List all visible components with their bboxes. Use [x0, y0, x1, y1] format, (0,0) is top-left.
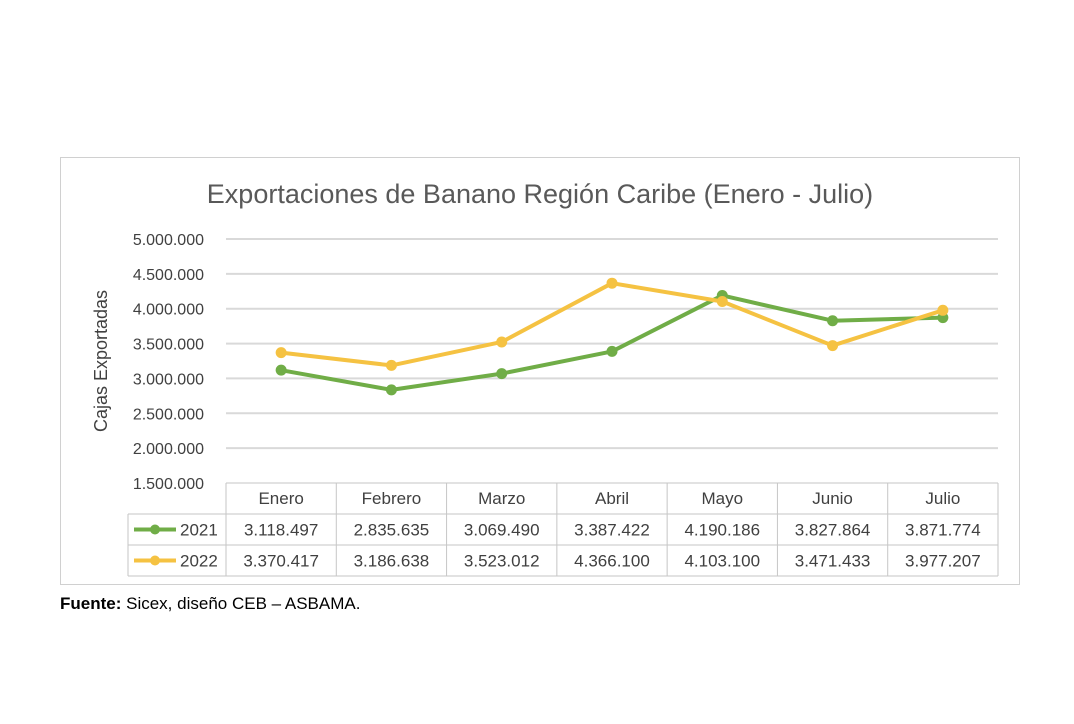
- data-table-value: 4.190.186: [684, 521, 760, 540]
- y-tick-label: 4.500.000: [133, 267, 204, 284]
- data-point-2021: [275, 364, 287, 376]
- data-point-2022: [937, 304, 949, 316]
- data-point-2021: [827, 315, 839, 327]
- data-point-2021: [606, 345, 618, 357]
- x-category-label: Marzo: [478, 489, 525, 508]
- legend-series-name: 2021: [180, 521, 218, 540]
- source-text: Sicex, diseño CEB – ASBAMA.: [121, 594, 361, 613]
- legend-series-name: 2022: [180, 552, 218, 571]
- data-table-value: 4.366.100: [574, 552, 650, 571]
- data-table-value: 3.387.422: [574, 521, 650, 540]
- x-category-label: Enero: [258, 489, 303, 508]
- x-category-label: Mayo: [701, 489, 743, 508]
- data-point-2021: [385, 384, 397, 396]
- y-tick-label: 3.000.000: [133, 371, 204, 388]
- x-category-label: Febrero: [362, 489, 422, 508]
- data-table-value: 3.069.490: [464, 521, 540, 540]
- y-tick-label: 1.500.000: [133, 476, 204, 493]
- data-table-value: 3.827.864: [795, 521, 871, 540]
- data-table-value: 3.471.433: [795, 552, 871, 571]
- data-table-value: 3.977.207: [905, 552, 981, 571]
- y-axis-label: Cajas Exportadas: [91, 290, 111, 432]
- data-point-2022: [606, 277, 618, 289]
- data-point-2021: [496, 368, 508, 380]
- y-tick-label: 2.000.000: [133, 441, 204, 458]
- data-point-2022: [827, 340, 839, 352]
- y-tick-label: 4.000.000: [133, 302, 204, 319]
- source-label: Fuente:: [60, 594, 122, 613]
- data-point-2022: [716, 296, 728, 308]
- data-table-value: 4.103.100: [684, 552, 760, 571]
- data-point-2022: [275, 347, 287, 359]
- data-point-2022: [385, 359, 397, 371]
- chart-frame: Exportaciones de Banano Región Caribe (E…: [60, 157, 1020, 585]
- data-table-value: 3.118.497: [244, 521, 318, 540]
- legend-key-marker: [150, 555, 160, 566]
- source-note: Fuente: Sicex, diseño CEB – ASBAMA.: [60, 594, 360, 614]
- x-category-label: Abril: [595, 489, 629, 508]
- y-tick-label: 3.500.000: [133, 337, 204, 354]
- y-tick-label: 5.000.000: [133, 232, 204, 249]
- data-point-2022: [496, 336, 508, 348]
- data-table-value: 2.835.635: [354, 521, 430, 540]
- x-category-label: Julio: [925, 489, 960, 508]
- chart-title: Exportaciones de Banano Región Caribe (E…: [207, 179, 873, 209]
- line-chart: Exportaciones de Banano Región Caribe (E…: [91, 179, 999, 577]
- data-table-value: 3.370.417: [243, 552, 319, 571]
- data-table-value: 3.871.774: [905, 521, 981, 540]
- legend-key-marker: [150, 524, 160, 535]
- data-table-value: 3.186.638: [354, 552, 430, 571]
- x-category-label: Junio: [812, 489, 853, 508]
- data-table-value: 3.523.012: [464, 552, 540, 571]
- y-tick-label: 2.500.000: [133, 406, 204, 423]
